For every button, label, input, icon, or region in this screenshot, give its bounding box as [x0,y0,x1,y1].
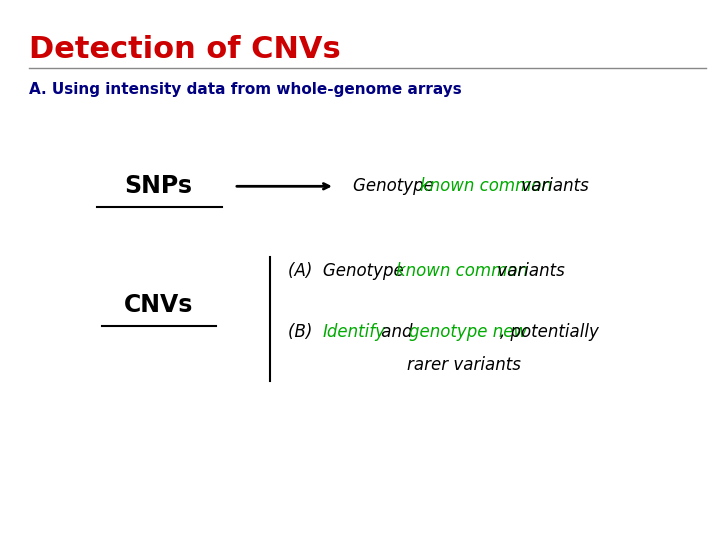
Text: variants: variants [492,262,564,280]
Text: rarer variants: rarer variants [408,355,521,374]
Text: , potentially: , potentially [500,323,598,341]
Text: (A)  Genotype: (A) Genotype [288,262,409,280]
Text: (B): (B) [288,323,323,341]
Text: known common: known common [420,177,552,195]
Text: Genotype: Genotype [353,177,439,195]
Text: Detection of CNVs: Detection of CNVs [29,35,341,64]
Text: known common: known common [396,262,528,280]
Text: CNVs: CNVs [124,293,193,317]
Text: Identify: Identify [323,323,386,341]
Text: and: and [376,323,418,341]
Text: genotype new: genotype new [409,323,527,341]
Text: A. Using intensity data from whole-genome arrays: A. Using intensity data from whole-genom… [29,82,462,97]
Text: variants: variants [516,177,588,195]
Text: SNPs: SNPs [125,174,192,198]
